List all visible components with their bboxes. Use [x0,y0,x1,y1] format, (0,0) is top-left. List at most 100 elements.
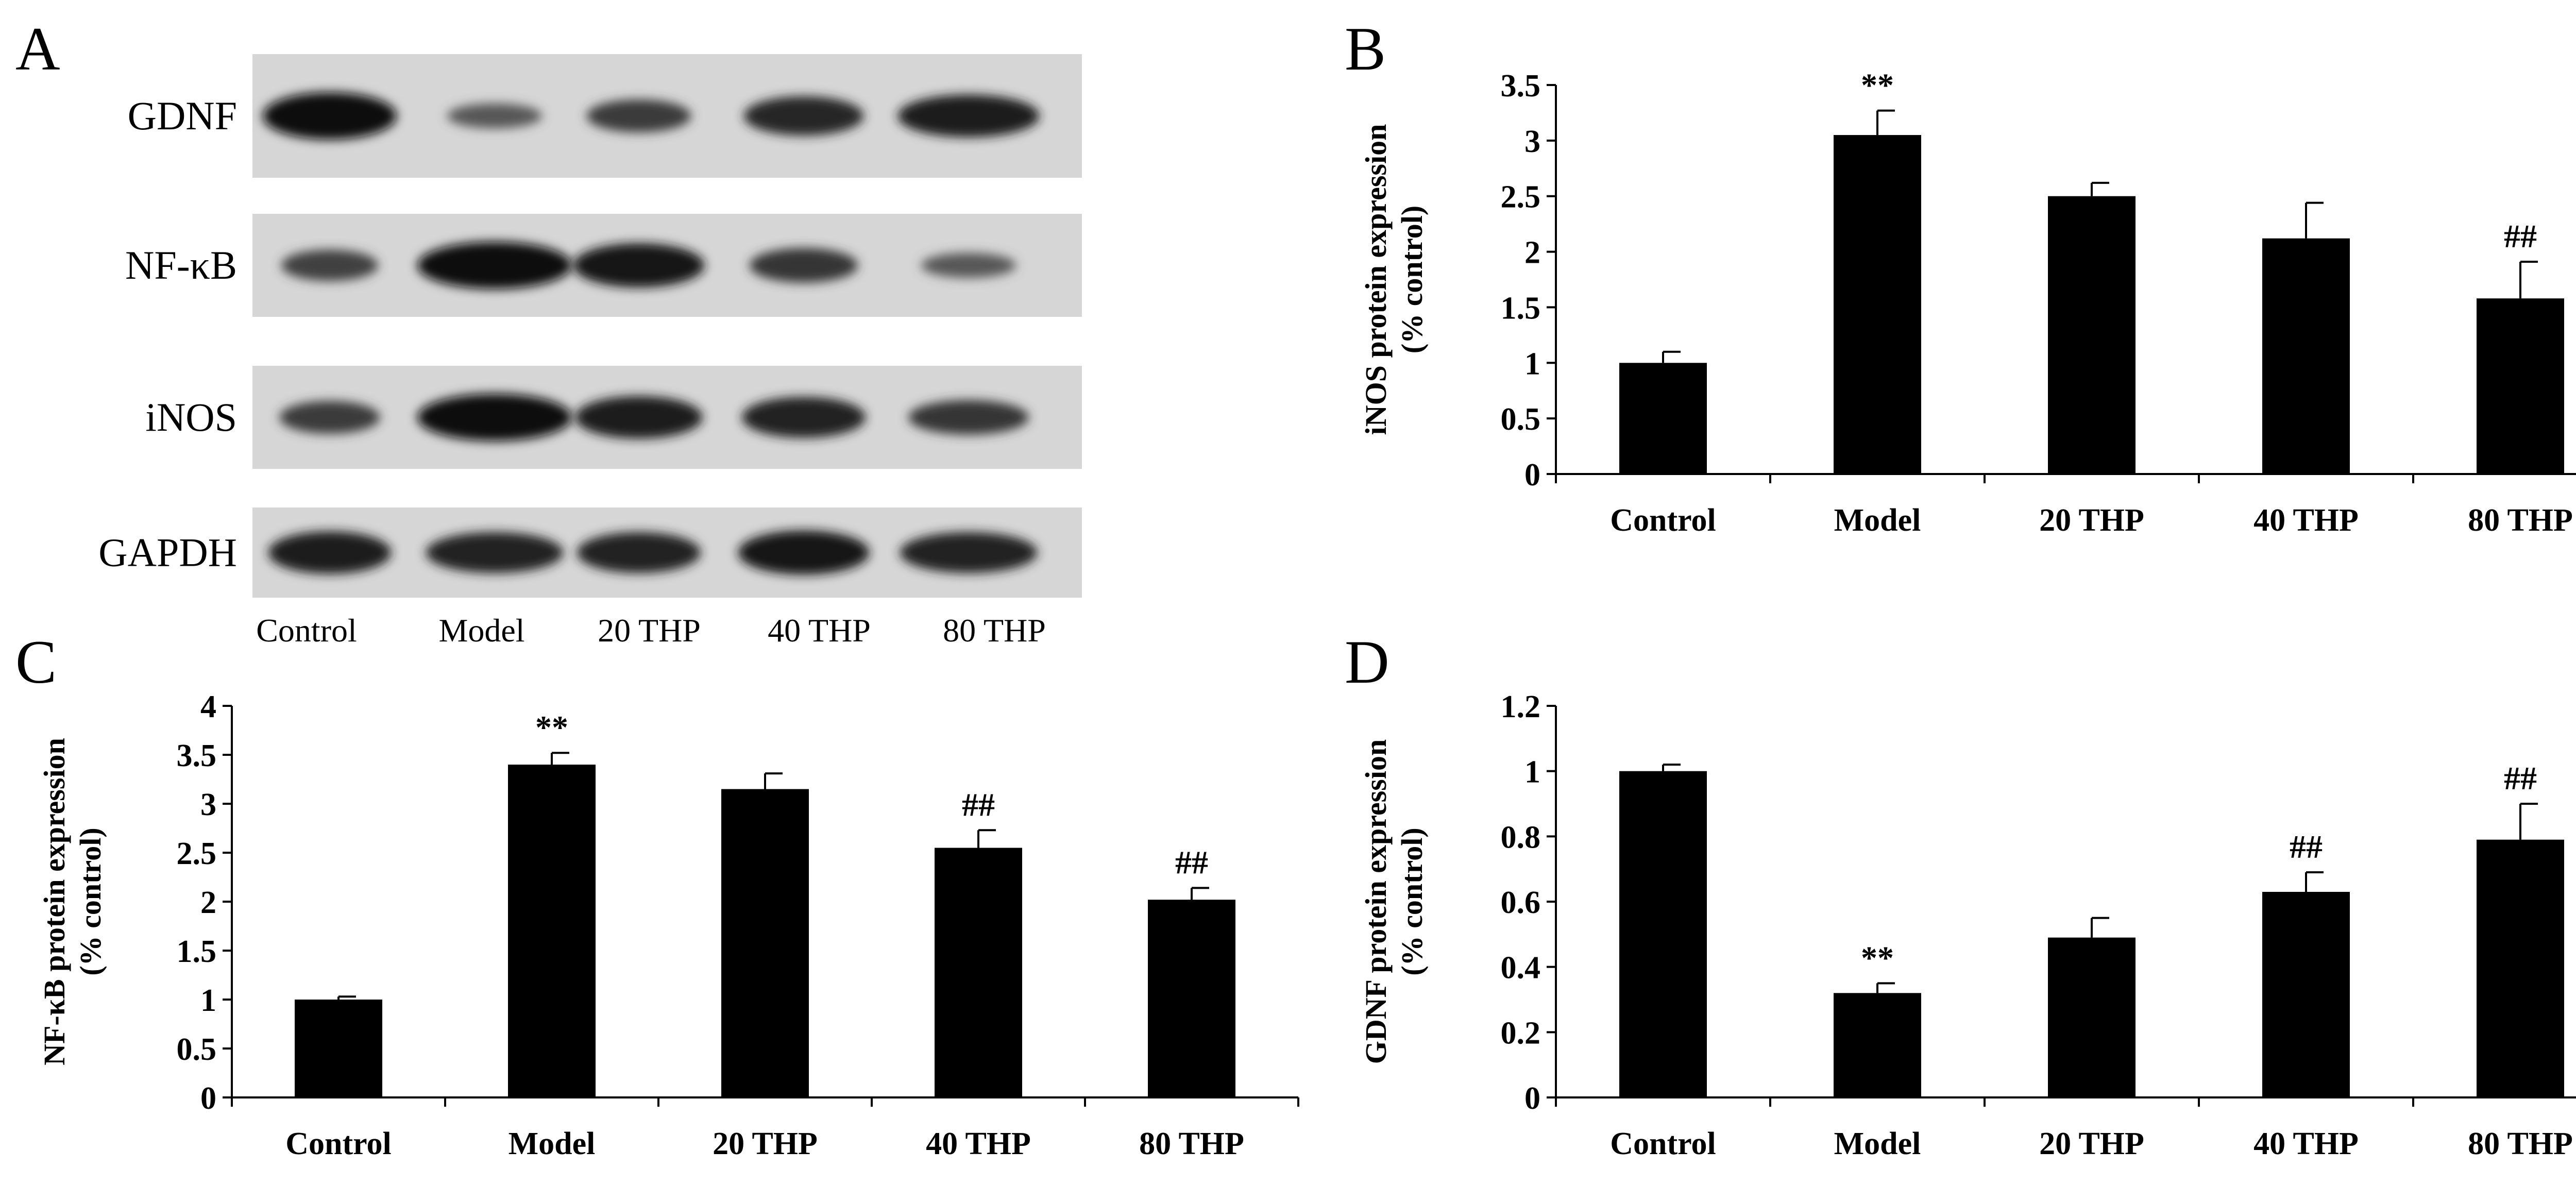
category-label: 40 THP [2253,1126,2359,1161]
y-tick-label: 3.5 [1501,69,1541,104]
category-label: 80 THP [1139,1126,1244,1161]
blot-band [749,248,858,283]
y-tick-label: 0.5 [177,1032,217,1067]
blot-band [741,397,866,438]
bar [1148,900,1235,1097]
blot-band [897,94,1040,138]
bar [2477,839,2564,1097]
panel-a-western-blot: A GDNF NF-κB iNOS GAPDH Control Model 20 THP 40… [15,14,1082,649]
bar [1834,993,1921,1097]
blot-protein-label: iNOS [145,395,237,439]
blot-strip-nfb: NF-κB [125,214,1082,317]
category-label: 40 THP [926,1126,1031,1161]
y-tick-label: 1 [200,983,216,1018]
bar [1834,135,1921,475]
y-tick-label: 0.8 [1501,820,1541,855]
significance-marker: ** [535,709,568,746]
blot-protein-label: GDNF [128,93,237,138]
blot-strip-gapdh: GAPDH [98,508,1082,598]
bar [2262,892,2350,1097]
y-tick-label: 3.5 [177,738,217,773]
bar [2262,238,2350,474]
y-tick-label: 1 [1524,755,1540,790]
category-label: Control [1610,503,1716,538]
panel-b-inos-chart: B 0 0.5 1 1.5 2 2.5 3 3.5 Control ** Model 20 THP 40… [1345,14,2576,538]
significance-marker: ## [2504,218,2537,255]
significance-marker: ## [962,786,995,823]
y-tick-label: 0.2 [1501,1016,1541,1051]
y-tick-label: 0 [200,1081,216,1116]
bar [295,1000,382,1097]
panel-c-nfkb-chart: C 0 0.5 1 1.5 2 2.5 3 3.5 4 Control ** Model 20 THP #… [15,628,1299,1161]
y-tick-label: 0 [1524,1081,1540,1116]
y-tick-label: 2 [200,885,216,920]
y-tick-label: 2.5 [1501,180,1541,215]
blot-band [743,96,864,136]
blot-band [279,400,380,434]
blot-band [268,531,392,574]
blot-lane-label: 80 THP [943,612,1046,649]
y-axis-label-line: GDNF protein expression [1359,739,1393,1064]
y-tick-label: 0.5 [1501,402,1541,437]
y-axis-label-line: NF-κB protein expression [38,738,71,1065]
y-axis-label-line: (% control) [74,827,107,975]
bar [508,765,596,1097]
chart-inos: 0 0.5 1 1.5 2 2.5 3 3.5 Control ** Model 20 THP 40 T… [1359,67,2576,538]
blot-band [586,99,691,133]
panel-d-gdnf-chart: D 0 0.2 0.4 0.6 0.8 1 1.2 Control ** Model 20 THP #… [1345,628,2576,1161]
y-tick-label: 0.6 [1501,885,1541,920]
blot-band [417,242,572,289]
bar [1619,363,1707,474]
y-tick-label: 2.5 [177,836,217,871]
significance-marker: ** [1861,939,1894,976]
panel-letter-d: D [1345,628,1389,696]
category-label: Control [285,1126,392,1161]
category-label: 80 THP [2468,1126,2573,1161]
bar [2048,937,2136,1097]
significance-marker: ** [1861,67,1894,104]
bar [2477,298,2564,474]
bar [1619,771,1707,1097]
blot-lane-label: 40 THP [768,612,871,649]
panel-letter-c: C [15,628,57,696]
blot-band [900,532,1038,573]
y-tick-label: 1 [1524,346,1540,381]
category-label: 20 THP [2039,503,2144,538]
blot-band [573,243,705,287]
chart-gdnf: 0 0.2 0.4 0.6 0.8 1 1.2 Control ** Model 20 THP ## 4… [1359,689,2576,1161]
blot-strip-gdnf: GDNF [128,54,1082,178]
blot-band [575,396,703,439]
significance-marker: ## [1175,844,1208,881]
y-tick-label: 3 [1524,124,1540,159]
blot-band [921,252,1016,278]
y-tick-label: 1.5 [1501,291,1541,326]
y-tick-label: 0 [1524,458,1540,493]
y-axis-label-line: (% control) [1395,827,1429,975]
blot-band [263,92,397,140]
y-axis-label: GDNF protein expression(% control) [1359,739,1429,1064]
bar [935,848,1022,1097]
panel-letter-b: B [1345,14,1386,83]
category-label: Model [1834,503,1921,538]
category-label: 80 THP [2468,503,2573,538]
y-tick-label: 1.5 [177,934,217,969]
blot-band [577,532,701,573]
significance-marker: ## [2504,760,2537,797]
blot-band [447,103,543,129]
blot-band [908,400,1029,435]
panel-letter-a: A [15,14,60,83]
bar [721,789,809,1097]
blot-band [738,530,870,575]
y-tick-label: 3 [200,787,216,822]
category-label: 40 THP [2253,503,2359,538]
y-tick-label: 0.4 [1501,951,1541,986]
blot-strip-inos: iNOS [145,366,1082,469]
y-tick-label: 4 [200,689,216,724]
y-tick-label: 1.2 [1501,689,1541,724]
blot-protein-label: GAPDH [98,530,237,575]
blot-band [281,249,379,281]
y-axis-label-line: (% control) [1395,206,1429,353]
blot-protein-label: NF-κB [125,243,237,287]
category-label: Model [1834,1126,1921,1161]
